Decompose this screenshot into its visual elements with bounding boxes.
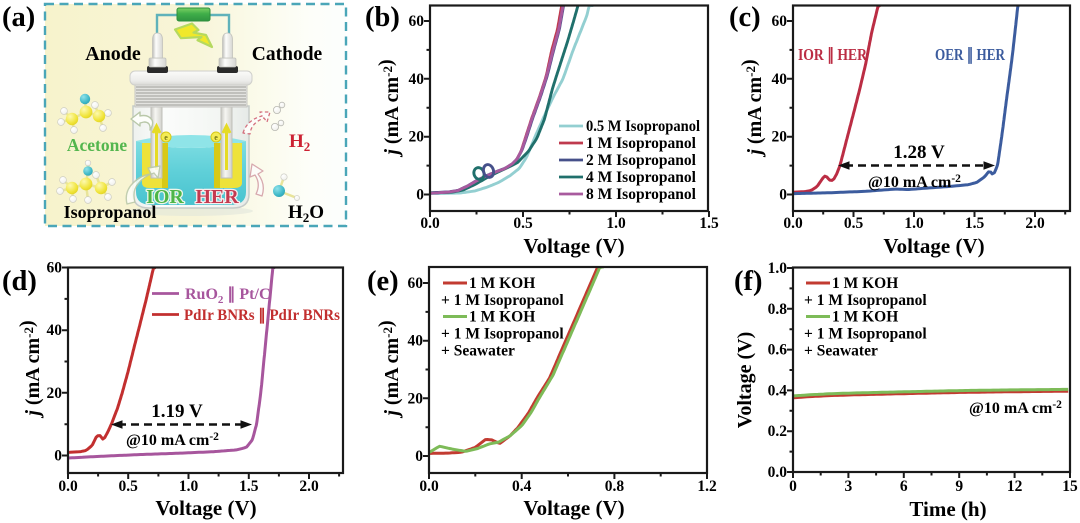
svg-text:(a): (a): [2, 2, 35, 33]
svg-text:1 M KOH: 1 M KOH: [832, 275, 898, 292]
svg-text:0.5 M Isopropanol: 0.5 M Isopropanol: [586, 118, 701, 135]
svg-text:(d): (d): [2, 266, 37, 297]
svg-text:1.19 V: 1.19 V: [151, 401, 203, 422]
svg-text:40: 40: [409, 71, 425, 88]
svg-text:60: 60: [772, 13, 788, 30]
svg-text:1.5: 1.5: [965, 215, 985, 232]
svg-text:8 M Isopropanol: 8 M Isopropanol: [586, 186, 697, 203]
svg-text:+ 1 M Isopropanol: + 1 M Isopropanol: [441, 292, 564, 309]
svg-text:20: 20: [408, 390, 424, 407]
svg-text:0.0: 0.0: [783, 215, 803, 232]
svg-text:0.8: 0.8: [768, 301, 788, 318]
svg-text:Voltage (V): Voltage (V): [523, 234, 624, 258]
svg-text:0.8: 0.8: [605, 478, 625, 495]
svg-text:0.6: 0.6: [768, 342, 788, 359]
svg-text:60: 60: [409, 13, 425, 30]
svg-text:HER: HER: [195, 186, 239, 208]
svg-text:e: e: [214, 133, 218, 142]
svg-text:40: 40: [47, 322, 63, 339]
svg-text:@10 mA cm-2: @10 mA cm-2: [868, 173, 961, 191]
svg-text:Isopropanol: Isopropanol: [64, 202, 157, 222]
svg-text:+ Seawater: + Seawater: [804, 343, 878, 360]
svg-text:1.0: 1.0: [606, 215, 626, 232]
svg-text:+ Seawater: + Seawater: [441, 343, 515, 360]
svg-text:0.2: 0.2: [768, 423, 788, 440]
svg-text:1.5: 1.5: [699, 215, 719, 232]
svg-text:j (mA cm-2): j (mA cm-2): [375, 320, 403, 418]
svg-text:1.0: 1.0: [768, 260, 788, 277]
svg-text:15: 15: [1062, 478, 1078, 495]
svg-text:0.4: 0.4: [512, 478, 532, 495]
svg-text:Voltage (V): Voltage (V): [155, 496, 256, 520]
svg-text:@10 mA cm-2: @10 mA cm-2: [969, 399, 1062, 417]
svg-text:1.0: 1.0: [179, 478, 199, 495]
svg-text:1 M Isopropanol: 1 M Isopropanol: [586, 135, 697, 152]
svg-text:3: 3: [845, 478, 853, 495]
svg-text:j (mA cm-2): j (mA cm-2): [375, 59, 403, 157]
svg-text:(b): (b): [365, 2, 400, 33]
svg-text:1.5: 1.5: [239, 478, 259, 495]
svg-text:PdIr BNRs ∥ PdIr BNRs: PdIr BNRs ∥ PdIr BNRs: [184, 307, 340, 324]
svg-text:Time (h): Time (h): [909, 497, 986, 521]
svg-text:H2O: H2O: [288, 202, 324, 225]
svg-text:(e): (e): [367, 266, 399, 297]
svg-text:2 M Isopropanol: 2 M Isopropanol: [586, 152, 697, 169]
svg-text:20: 20: [409, 129, 425, 146]
svg-text:60: 60: [408, 275, 424, 292]
svg-text:60: 60: [47, 260, 63, 277]
svg-text:Anode: Anode: [85, 43, 141, 65]
svg-text:0.0: 0.0: [420, 215, 440, 232]
svg-text:1.2: 1.2: [697, 478, 717, 495]
svg-text:IOR ∥ HER: IOR ∥ HER: [798, 45, 868, 64]
svg-text:2.0: 2.0: [1025, 215, 1045, 232]
svg-text:40: 40: [408, 333, 424, 350]
svg-text:+ 1 M Isopropanol: + 1 M Isopropanol: [441, 326, 564, 343]
svg-text:(f): (f): [734, 266, 762, 297]
svg-text:0: 0: [789, 478, 797, 495]
svg-text:@10 mA cm-2: @10 mA cm-2: [126, 431, 219, 449]
svg-text:Voltage (V): Voltage (V): [883, 234, 984, 258]
svg-text:1 M KOH: 1 M KOH: [469, 275, 535, 292]
svg-text:6: 6: [900, 478, 908, 495]
svg-text:Cathode: Cathode: [252, 44, 323, 65]
svg-text:RuO2 ∥ Pt/C: RuO2 ∥ Pt/C: [185, 286, 271, 306]
svg-text:40: 40: [772, 71, 788, 88]
svg-text:Voltage (V): Voltage (V): [523, 496, 624, 520]
svg-text:+ 1 M Isopropanol: + 1 M Isopropanol: [804, 326, 927, 343]
svg-text:0.5: 0.5: [119, 478, 139, 495]
svg-text:e: e: [164, 133, 168, 142]
svg-text:2.0: 2.0: [299, 478, 319, 495]
svg-text:0: 0: [779, 187, 787, 204]
svg-text:0.0: 0.0: [768, 464, 788, 481]
svg-text:0.0: 0.0: [419, 478, 439, 495]
svg-text:1 M KOH: 1 M KOH: [469, 309, 535, 326]
svg-text:1.28 V: 1.28 V: [893, 142, 945, 163]
svg-text:9: 9: [955, 478, 963, 495]
svg-text:0.4: 0.4: [768, 382, 788, 399]
svg-text:Acetone: Acetone: [67, 135, 127, 155]
svg-text:4 M Isopropanol: 4 M Isopropanol: [586, 169, 697, 186]
svg-text:1 M KOH: 1 M KOH: [832, 309, 898, 326]
svg-text:0: 0: [416, 187, 424, 204]
svg-text:Voltage (V): Voltage (V): [734, 332, 756, 428]
svg-text:0: 0: [54, 448, 62, 465]
svg-text:OER ∥ HER: OER ∥ HER: [935, 45, 1006, 64]
svg-text:20: 20: [772, 129, 788, 146]
svg-text:(c): (c): [729, 2, 761, 33]
svg-text:1.0: 1.0: [904, 215, 924, 232]
svg-text:0.5: 0.5: [844, 215, 864, 232]
svg-text:0: 0: [415, 448, 423, 465]
svg-text:+ 1 M Isopropanol: + 1 M Isopropanol: [804, 292, 927, 309]
svg-text:0.0: 0.0: [58, 478, 78, 495]
svg-text:12: 12: [1007, 478, 1023, 495]
svg-text:0.5: 0.5: [513, 215, 533, 232]
svg-text:j (mA cm-2): j (mA cm-2): [738, 59, 766, 157]
svg-text:IOR: IOR: [146, 186, 184, 208]
svg-text:j (mA cm-2): j (mA cm-2): [16, 320, 44, 418]
svg-text:20: 20: [47, 385, 63, 402]
